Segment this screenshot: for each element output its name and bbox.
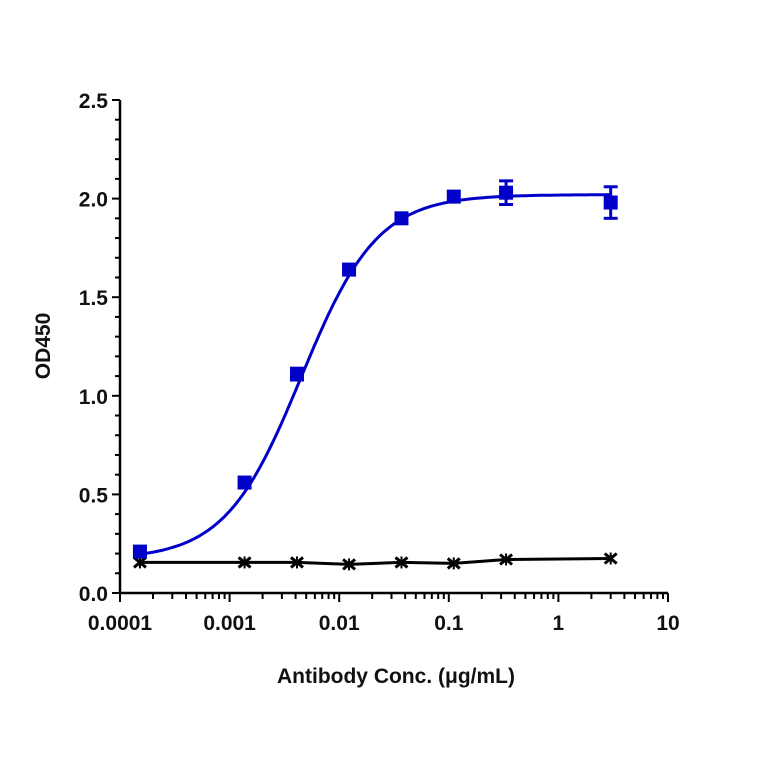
antibody-point-marker	[394, 211, 409, 226]
y-tick-label: 2.5	[79, 90, 109, 113]
plot-area	[132, 179, 618, 571]
x-tick-label: 10	[656, 612, 679, 635]
antibody-point-marker	[446, 189, 461, 204]
y-tick-label: 0.0	[79, 583, 108, 606]
x-tick-label: 1	[553, 612, 565, 635]
y-tick-label: 1.0	[79, 386, 108, 409]
control-point-marker	[342, 558, 357, 571]
x-tick-label: 0.01	[319, 612, 360, 635]
antibody-point-marker	[237, 475, 252, 490]
x-tick-label: 0.001	[203, 612, 256, 635]
antibody-point-marker	[132, 544, 147, 559]
control-point-marker	[237, 556, 252, 569]
x-axis: 0.0001 0.001 0.01 0.1 1 10	[88, 591, 680, 635]
y-tick-label: 0.5	[79, 484, 109, 507]
control-point-marker	[499, 553, 514, 566]
fit-curve	[139, 193, 611, 556]
control-point-marker	[446, 557, 461, 570]
control-point-marker	[290, 556, 304, 569]
antibody-point-marker	[603, 185, 618, 220]
y-tick-label: 1.5	[79, 287, 109, 310]
x-tick-label: 0.0001	[88, 612, 153, 635]
control-line	[139, 557, 611, 566]
antibody-point-marker	[342, 262, 357, 277]
antibody-point-marker	[499, 179, 514, 207]
y-tick-label: 2.0	[79, 189, 108, 212]
x-tick-label: 0.1	[434, 612, 464, 635]
antibody-point-marker	[289, 366, 304, 382]
control-point-marker	[394, 556, 409, 569]
control-point-marker	[603, 552, 618, 565]
y-axis: 0.0 0.5 1.0 1.5 2.0 2.5	[79, 90, 122, 606]
x-axis-title: Antibody Conc. (μg/mL)	[277, 665, 515, 688]
y-axis-title: OD450	[32, 313, 55, 380]
